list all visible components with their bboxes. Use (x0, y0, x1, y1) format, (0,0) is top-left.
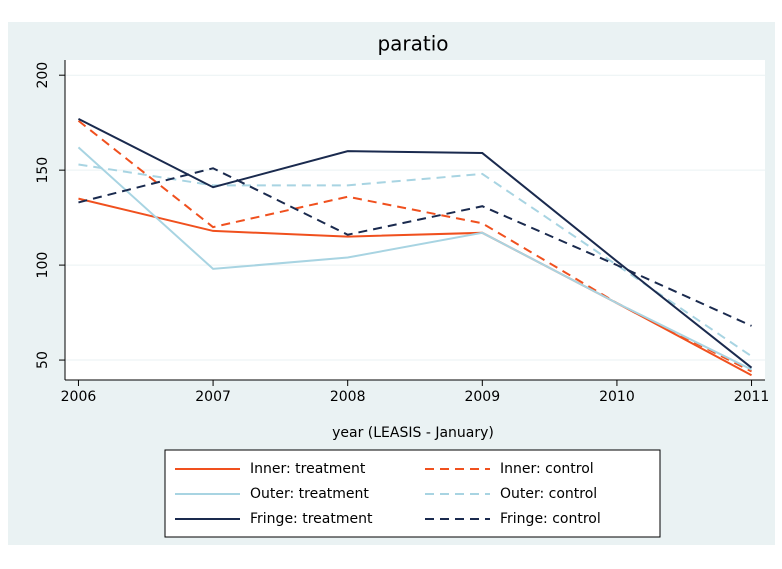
legend-label: Outer: treatment (250, 486, 369, 502)
x-tick-label: 2006 (61, 389, 97, 405)
y-tick-label: 50 (35, 351, 51, 369)
series-line (77, 146, 752, 371)
legend-label: Outer: control (500, 486, 597, 502)
chart-title: paratio (377, 32, 448, 56)
x-tick-label: 2007 (195, 389, 231, 405)
legend-label: Inner: control (500, 461, 594, 477)
y-tick-label: 100 (35, 252, 51, 279)
legend-label: Inner: treatment (250, 461, 366, 477)
x-tick-label: 2008 (330, 389, 366, 405)
series-line (78, 163, 753, 358)
y-tick-label: 150 (35, 157, 51, 184)
series-line (77, 119, 752, 373)
x-axis-label: year (LEASIS - January) (332, 425, 494, 441)
x-tick-label: 2011 (734, 389, 770, 405)
legend (164, 449, 661, 538)
legend-label: Fringe: control (500, 511, 601, 527)
legend-label: Fringe: treatment (250, 511, 373, 527)
x-tick-label: 2010 (599, 389, 635, 405)
series-line (78, 117, 753, 369)
plot-area (65, 60, 765, 380)
x-tick-label: 2009 (464, 389, 500, 405)
y-tick-label: 200 (35, 62, 51, 89)
